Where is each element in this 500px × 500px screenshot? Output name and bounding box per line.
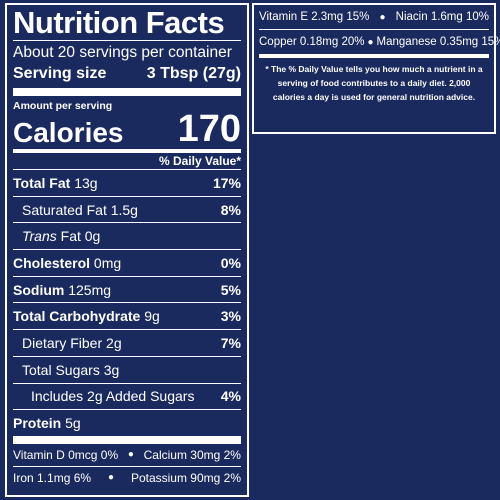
amount-per-serving: Amount per serving: [13, 100, 113, 112]
manganese: Manganese 0.35mg 15%: [376, 36, 500, 48]
nutrient-name: Includes 2g Added Sugars: [31, 388, 195, 405]
nutrient-name-rest: Fat: [60, 228, 81, 245]
vitamin-e: Vitamin E 2.3mg 15%: [259, 11, 370, 23]
nutrient-row-dietary-fiber: Dietary Fiber 2g 7%: [13, 330, 241, 357]
nutrient-row-total-sugars: Total Sugars 3g: [13, 357, 241, 384]
calories-row: Calories 170: [13, 110, 241, 148]
medium-divider: [259, 54, 489, 58]
servings-per-container: About 20 servings per container: [13, 44, 232, 61]
nutrient-amount: 1.5g: [110, 201, 138, 218]
nutrient-dv: 0%: [220, 254, 241, 271]
bullet-icon: ●: [367, 36, 374, 48]
bullet-icon: ●: [379, 11, 386, 23]
calcium: Calcium 30mg 2%: [143, 447, 241, 462]
nutrient-name: Trans: [22, 228, 57, 245]
nutrient-dv: 4%: [220, 388, 241, 405]
nutrient-dv: 17%: [212, 174, 241, 191]
nutrient-row-trans-fat: Trans Fat 0g: [13, 223, 241, 251]
nutrient-row-protein: Protein 5g: [13, 410, 241, 436]
serving-size-label: Serving size: [13, 65, 107, 82]
serving-size-row: Serving size 3 Tbsp (27g): [13, 63, 241, 85]
nutrient-row-cholesterol: Cholesterol 0mg 0%: [13, 250, 241, 277]
thick-divider: [13, 435, 241, 444]
iron: Iron 1.1mg 6%: [13, 470, 92, 485]
divider: [13, 40, 241, 41]
vitamin-row-2: Iron 1.1mg 6% ● Potassium 90mg 2%: [13, 465, 241, 489]
vitamin-row-4: Copper 0.18mg 20% ● Manganese 0.35mg 15%: [259, 30, 500, 54]
vitamin-row-1: Vitamin D 0mcg 0% ● Calcium 30mg 2%: [13, 444, 241, 466]
daily-value-header: % Daily Value*: [158, 154, 241, 168]
nutrient-row-total-carbohydrate: Total Carbohydrate 9g 3%: [13, 303, 241, 331]
nutrient-name: Saturated Fat: [22, 201, 107, 218]
vitamin-d: Vitamin D 0mcg 0%: [13, 447, 119, 462]
label-title: Nutrition Facts: [13, 5, 225, 40]
nutrient-amount: 125mg: [68, 281, 112, 298]
nutrient-amount: 2g: [106, 334, 122, 351]
nutrient-name: Protein: [13, 415, 62, 432]
nutrient-name: Dietary Fiber: [22, 334, 103, 351]
nutrition-facts-panel: Nutrition Facts About 20 servings per co…: [5, 3, 249, 497]
calories-label: Calories: [13, 117, 124, 148]
daily-value-footnote: * The % Daily Value tells you how much a…: [265, 64, 483, 102]
nutrient-name: Total Fat: [13, 174, 71, 191]
nutrient-row-saturated-fat: Saturated Fat 1.5g 8%: [13, 197, 241, 224]
bullet-icon: ●: [107, 472, 115, 484]
nutrient-amount: 5g: [65, 415, 81, 432]
nutrient-name: Total Carbohydrate: [13, 308, 141, 325]
nutrient-row-added-sugars: Includes 2g Added Sugars 4%: [13, 384, 241, 411]
copper: Copper 0.18mg 20%: [259, 36, 365, 48]
bullet-icon: ●: [127, 449, 134, 461]
nutrient-amount: 9g: [144, 308, 160, 325]
divider: [259, 29, 489, 30]
divider: [13, 169, 241, 170]
vitamin-row-3: Vitamin E 2.3mg 15% ● Niacin 1.6mg 10%: [259, 5, 489, 29]
nutrient-row-total-fat: Total Fat 13g 17%: [13, 170, 241, 197]
nutrient-amount: 3g: [103, 361, 120, 378]
nutrient-row-sodium: Sodium 125mg 5%: [13, 277, 241, 304]
calories-value: 170: [177, 108, 241, 150]
nutrient-dv: 5%: [220, 281, 241, 298]
nutrient-name: Cholesterol: [13, 254, 91, 271]
nutrient-dv: 7%: [220, 334, 241, 351]
potassium: Potassium 90mg 2%: [130, 470, 241, 485]
serving-size-value: 3 Tbsp (27g): [146, 65, 241, 82]
nutrient-amount: 13g: [74, 174, 98, 191]
medium-divider: [13, 149, 241, 153]
nutrient-amount: 0mg: [93, 254, 122, 271]
nutrient-dv: 3%: [220, 308, 241, 325]
nutrient-name: Sodium: [13, 281, 65, 298]
thick-divider: [13, 88, 241, 96]
nutrient-amount: 0g: [84, 228, 101, 245]
vitamins-footnote-panel: Vitamin E 2.3mg 15% ● Niacin 1.6mg 10% C…: [252, 3, 500, 134]
niacin: Niacin 1.6mg 10%: [395, 11, 489, 23]
nutrient-name: Total Sugars: [22, 361, 100, 378]
nutrient-dv: 8%: [220, 201, 241, 218]
